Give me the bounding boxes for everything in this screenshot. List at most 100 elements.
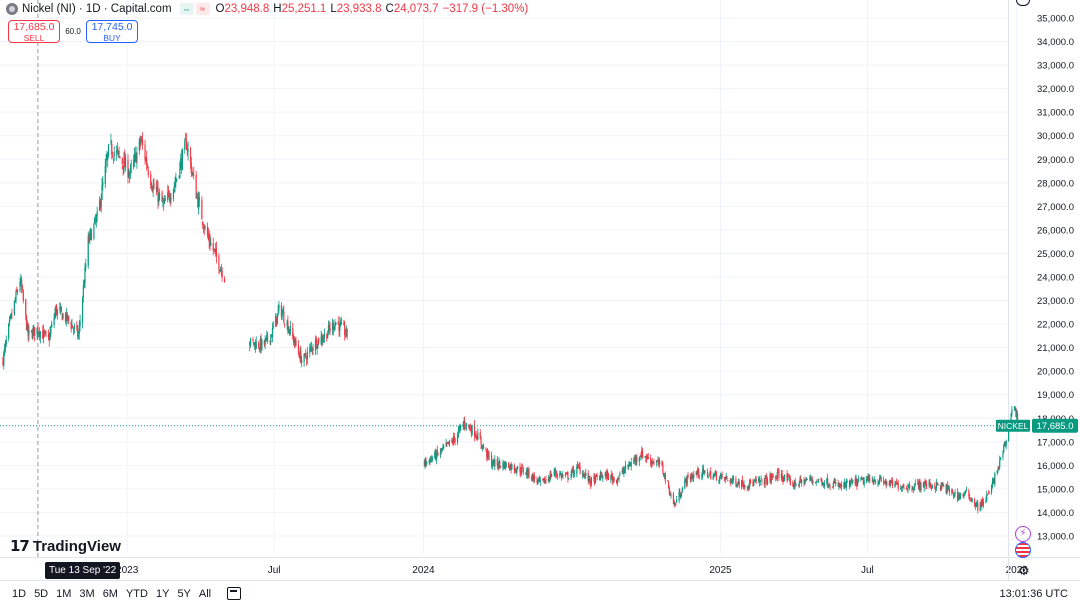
candle-body [999,459,1001,468]
candle-body [691,475,693,479]
candle-body [33,327,35,331]
candle-body [305,353,307,358]
candle-body [982,501,985,505]
candle-body [89,231,91,240]
candle-body [993,478,995,484]
buy-button[interactable]: 17,745.0 BUY [86,20,138,43]
candle-body [937,484,939,486]
candle-body [884,481,886,483]
date-range-calendar-icon[interactable] [227,587,242,600]
candle-body [49,332,51,340]
candle-body [30,330,33,332]
candle-body [798,482,800,487]
candle-body [206,226,209,236]
candle-body [266,334,269,341]
candle-body [452,437,455,444]
candle-body [139,139,141,144]
candle-body [999,457,1002,460]
flag-icon[interactable] [1015,542,1031,558]
range-6m[interactable]: 6M [102,587,118,600]
candle-body [26,324,28,331]
candle-body [87,236,89,266]
candle-body [93,223,95,239]
candle-body [572,470,575,475]
candle-body [481,445,483,449]
candle-body [150,174,152,186]
candle-body [821,480,823,486]
range-3m[interactable]: 3M [79,587,95,600]
candle-body [127,159,129,178]
candle-body [497,466,499,468]
candle-body [275,315,277,327]
candle-body [837,482,839,487]
candle-body [947,484,949,489]
candle-body [964,491,966,494]
candle-body [447,442,449,444]
range-ytd[interactable]: YTD [125,587,148,600]
candle-body [201,199,203,220]
candle-body [835,482,837,484]
candle-body [956,492,959,500]
candle-body [935,482,937,489]
candle-body [567,472,569,479]
chart-area[interactable]: 35,000.0 34,000.0 33,000.0 32,000.0 31,000.0… [0,0,1080,580]
candle-body [761,479,763,482]
candle-body [458,428,460,430]
candle-body [731,480,733,482]
candle-body [79,320,81,326]
candle-body [763,481,765,485]
candle-body [720,474,722,476]
candle-body [895,481,897,483]
settings-gear-icon[interactable]: ⚙ [1018,563,1030,578]
range-1y[interactable]: 1Y [155,587,170,600]
candle-body [606,471,608,480]
candle-body [922,482,925,488]
candle-body [156,186,158,192]
candle-body [559,473,561,476]
candle-body [44,332,46,334]
candle-body [81,298,84,323]
timezone-clock[interactable]: 13:01:36 UTC [999,587,1068,600]
candle-body [116,148,119,151]
candle-body [744,484,746,488]
candle-body [203,229,205,231]
candle-body [55,305,58,315]
range-5d[interactable]: 5D [34,587,49,600]
candle-body [713,474,715,476]
tradingview-mark-icon: 𝟭𝟳 [10,538,30,555]
candle-body [133,160,135,167]
tradingview-logo[interactable]: 𝟭𝟳 TradingView [10,537,121,556]
range-all[interactable]: All [198,587,212,600]
candle-body [10,313,12,318]
sell-button[interactable]: 17,685.0 SELL [8,20,60,43]
candle-body [990,485,993,493]
candle-body [107,144,110,156]
range-1m[interactable]: 1M [56,587,72,600]
candle-body [164,199,166,202]
price-tick-label: 27,000.0 [1037,202,1074,213]
range-1d[interactable]: 1D [12,587,27,600]
candle-body [573,473,576,475]
candle-body [42,330,44,339]
candle-body [928,480,930,486]
candle-body [202,226,205,229]
candle-body [462,424,464,428]
candlestick-chart[interactable]: 35,000.0 34,000.0 33,000.0 32,000.0 31,000.0… [0,0,1080,580]
candle-body [146,166,149,168]
bottom-toolbar: 1D 5D 1M 3M 6M YTD 1Y 5Y All 13:01:36 UT… [0,580,1080,606]
candle-body [849,481,851,486]
range-5y[interactable]: 5Y [177,587,191,600]
candle-body [583,473,585,477]
candle-body [1003,445,1005,452]
candle-body [491,455,493,467]
candle-body [430,458,432,463]
candle-body [293,340,295,343]
candle-body [994,473,996,485]
symbol-title[interactable]: Nickel (NI) · 1D · Capital.com [22,3,172,15]
candle-body [192,173,194,175]
candle-body [965,491,967,493]
price-tick-label: 16,000.0 [1037,461,1074,472]
indicator-toggle-icon[interactable]: ⇔ ≈ [179,3,210,15]
candle-body [556,474,558,477]
lightning-icon[interactable]: ⚡ [1015,526,1031,542]
